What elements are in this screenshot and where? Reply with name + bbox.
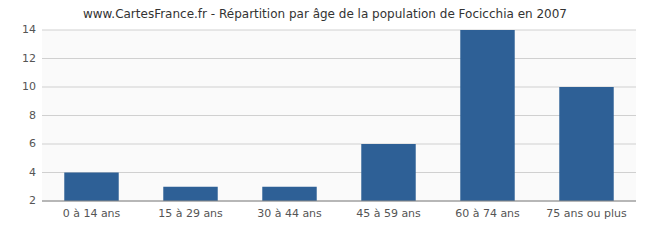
y-tick-label: 12 <box>22 52 36 65</box>
bar <box>460 30 514 201</box>
grid-line <box>42 115 636 116</box>
bars <box>64 30 613 201</box>
y-tick-label: 8 <box>29 109 36 122</box>
chart-svg: 2 4 6 8 10 12 14 0 à 14 ans 15 à 29 ans 30 à 44 a… <box>0 0 650 229</box>
grid-line <box>42 58 636 59</box>
chart-container: 2 4 6 8 10 12 14 0 à 14 ans 15 à 29 ans 30 à 44 a… <box>0 0 650 229</box>
x-axis-line <box>42 201 636 202</box>
bar <box>64 173 118 202</box>
bar <box>361 144 415 201</box>
grid-line <box>42 201 636 202</box>
bar <box>559 87 613 201</box>
y-tick-label: 2 <box>29 194 36 207</box>
x-tick-label: 75 ans ou plus <box>546 207 627 220</box>
bar <box>262 187 316 201</box>
grid <box>42 30 636 201</box>
y-tick-label: 10 <box>22 80 36 93</box>
x-tick-label: 15 à 29 ans <box>158 207 223 220</box>
grid-line <box>42 87 636 88</box>
grid-line <box>42 30 636 31</box>
grid-line <box>42 144 636 145</box>
x-tick-label: 45 à 59 ans <box>356 207 421 220</box>
grid-line <box>42 172 636 173</box>
x-axis: 0 à 14 ans 15 à 29 ans 30 à 44 ans 45 à 59 … <box>42 201 636 220</box>
x-tick-label: 0 à 14 ans <box>63 207 121 220</box>
x-tick-label: 60 à 74 ans <box>455 207 520 220</box>
title: www.CartesFrance.fr - Répartition par âg… <box>83 7 567 21</box>
y-tick-label: 4 <box>29 166 36 179</box>
x-tick-label: 30 à 44 ans <box>257 207 322 220</box>
bar <box>163 187 217 201</box>
y-tick-label: 14 <box>22 23 36 36</box>
y-axis: 2 4 6 8 10 12 14 <box>22 23 36 207</box>
y-tick-label: 6 <box>29 137 36 150</box>
plot-background <box>42 30 636 201</box>
